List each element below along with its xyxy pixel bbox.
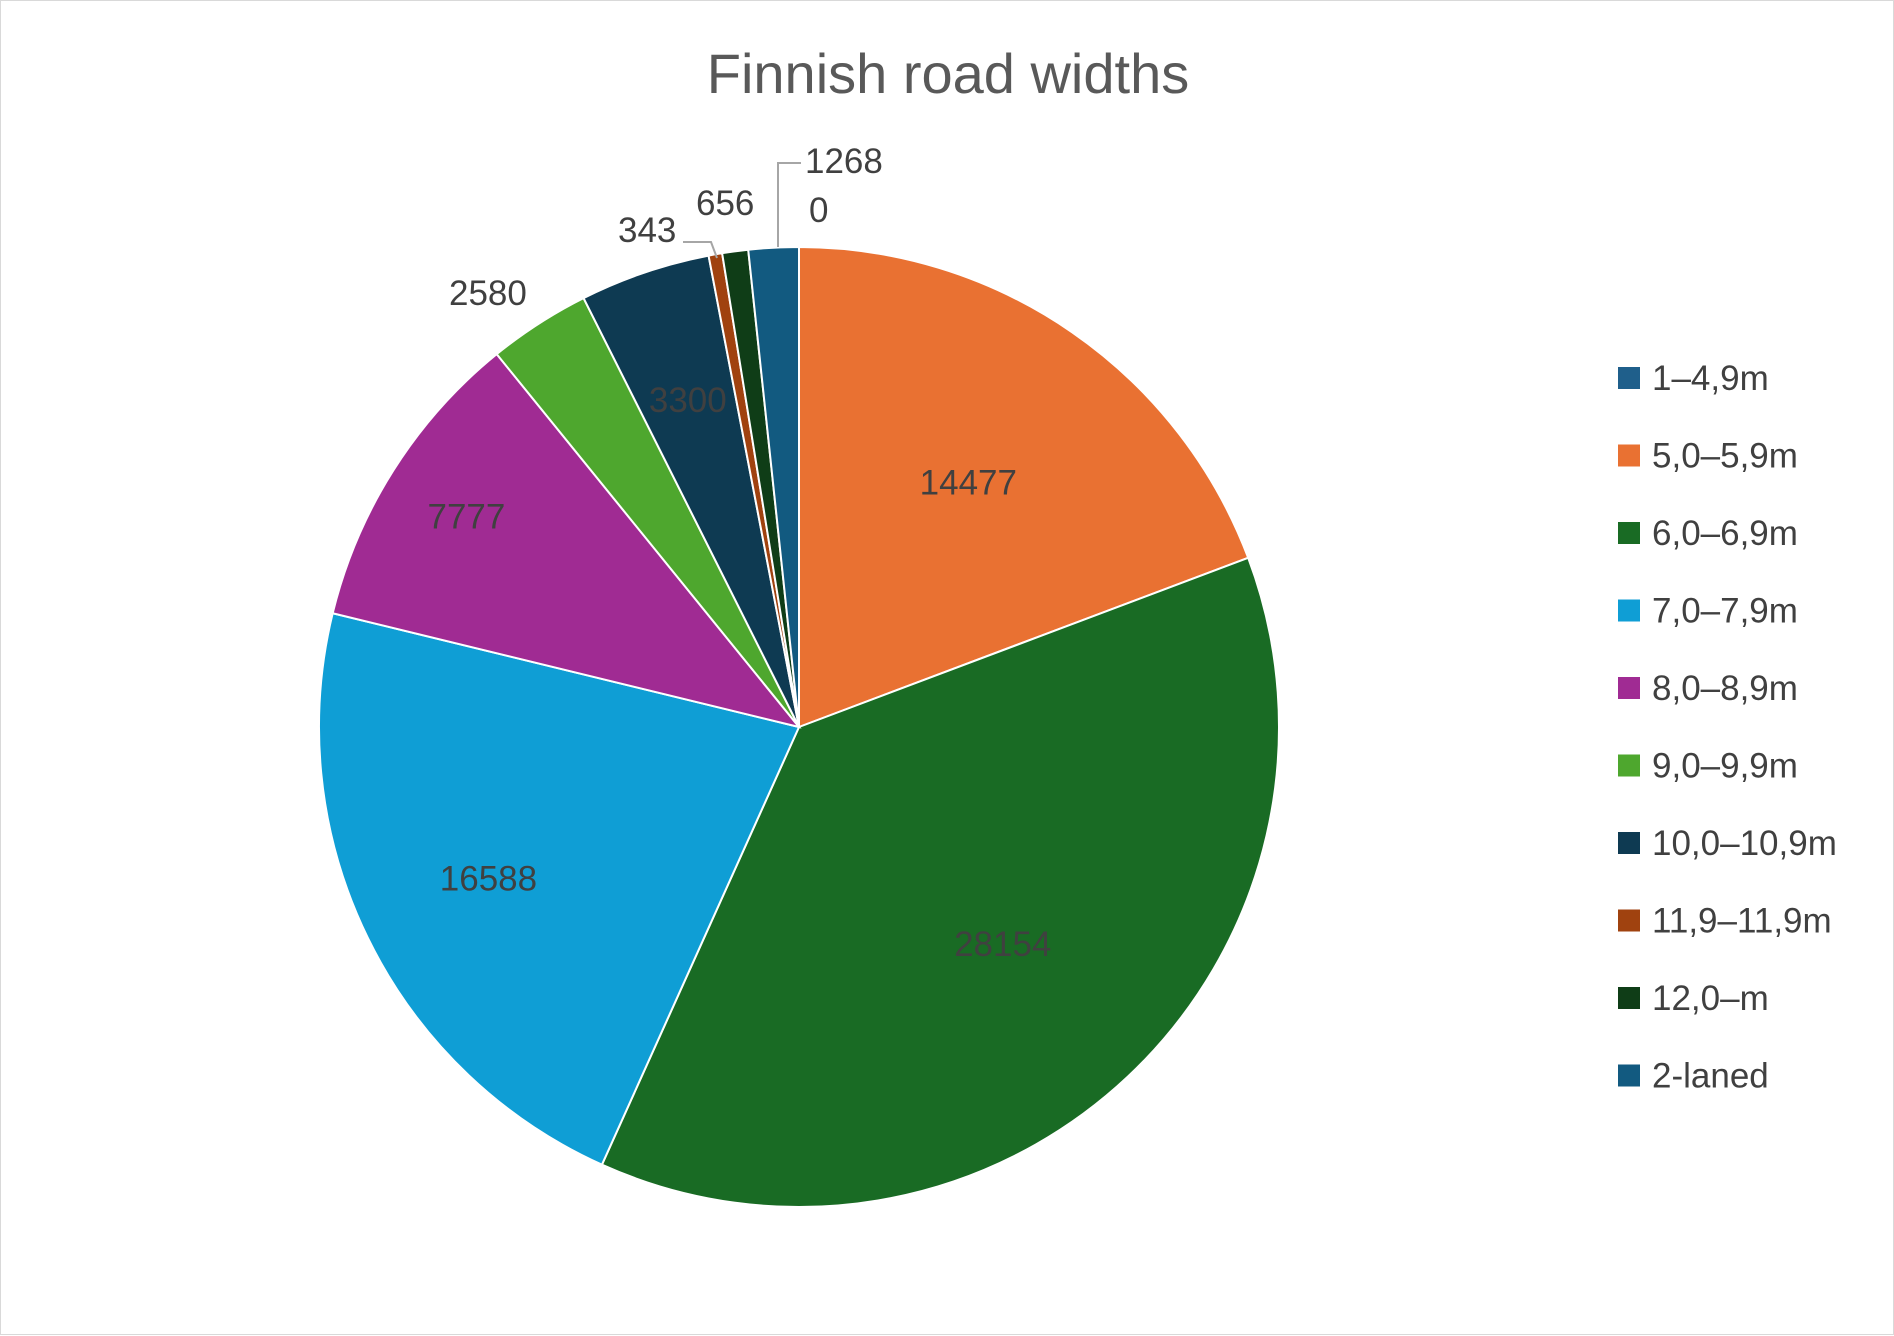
legend-item-8-0-8-9m-4: 8,0–8,9m xyxy=(1618,669,1798,708)
pie-slice-8-0-8-9m-4 xyxy=(331,352,802,729)
pie-slice-6-0-6-9m-2 xyxy=(600,556,1280,1208)
legend-label: 6,0–6,9m xyxy=(1652,514,1798,553)
legend-label: 5,0–5,9m xyxy=(1652,437,1798,476)
legend-swatch xyxy=(1618,1064,1640,1087)
data-label-12-0-m-8: 656 xyxy=(696,184,754,223)
legend-item-7-0-7-9m-3: 7,0–7,9m xyxy=(1618,592,1798,631)
leader-line-2-laned-9 xyxy=(777,162,801,247)
data-label-1-4-9m-0: 0 xyxy=(809,191,828,230)
legend-item-10-0-10-9m-6: 10,0–10,9m xyxy=(1618,824,1837,863)
legend-label: 7,0–7,9m xyxy=(1652,592,1798,631)
legend-swatch xyxy=(1618,987,1640,1009)
pie-slice-7-0-7-9m-3 xyxy=(318,612,801,1167)
legend-swatch xyxy=(1618,367,1640,389)
data-label-10-0-10-9m-6: 3300 xyxy=(649,381,727,420)
legend-label: 12,0–m xyxy=(1652,979,1769,1018)
legend-swatch xyxy=(1618,832,1640,854)
leader-line-11-9-11-9m-7 xyxy=(683,241,718,259)
legend-item-5-0-5-9m-1: 5,0–5,9m xyxy=(1618,437,1798,476)
legend-label: 11,9–11,9m xyxy=(1652,902,1832,941)
legend-label: 2-laned xyxy=(1652,1057,1769,1096)
data-label-9-0-9-9m-5: 2580 xyxy=(449,274,527,313)
legend-item-2-laned-9: 2-laned xyxy=(1618,1057,1769,1096)
pie-slices xyxy=(318,245,1280,1208)
legend: 1–4,9m 5,0–5,9m 6,0–6,9m 7,0–7,9m 8,0–8,9m 9,… xyxy=(1618,359,1837,1096)
legend-item-9-0-9-9m-5: 9,0–9,9m xyxy=(1618,747,1798,786)
legend-swatch xyxy=(1618,599,1640,622)
pie-slice-5-0-5-9m-1 xyxy=(798,245,1250,729)
data-label-8-0-8-9m-4: 7777 xyxy=(428,497,506,536)
data-label-2-laned-9: 1268 xyxy=(805,142,883,181)
leader-lines xyxy=(683,162,801,259)
legend-swatch xyxy=(1618,754,1640,777)
legend-label: 1–4,9m xyxy=(1652,359,1769,398)
legend-item-11-9-11-9m-7: 11,9–11,9m xyxy=(1618,902,1832,941)
legend-label: 10,0–10,9m xyxy=(1652,824,1837,863)
legend-swatch xyxy=(1618,444,1640,467)
data-labels: 0 14477 28154 16588 7777 2580 3300 343 656 1268 xyxy=(428,142,1052,964)
data-label-6-0-6-9m-2: 28154 xyxy=(954,925,1051,964)
data-label-11-9-11-9m-7: 343 xyxy=(618,211,676,250)
legend-swatch xyxy=(1618,522,1640,544)
data-label-7-0-7-9m-3: 16588 xyxy=(440,860,537,899)
chart-title: Finnish road widths xyxy=(707,42,1189,105)
pie-slice-2-laned-9 xyxy=(747,245,800,728)
data-label-5-0-5-9m-1: 14477 xyxy=(920,463,1017,502)
legend-label: 8,0–8,9m xyxy=(1652,669,1798,708)
legend-label: 9,0–9,9m xyxy=(1652,747,1798,786)
legend-swatch xyxy=(1618,909,1640,932)
legend-item-6-0-6-9m-2: 6,0–6,9m xyxy=(1618,514,1798,553)
legend-item-12-0-m-8: 12,0–m xyxy=(1618,979,1769,1018)
legend-item-1-4-9m-0: 1–4,9m xyxy=(1618,359,1769,398)
legend-swatch xyxy=(1618,677,1640,699)
